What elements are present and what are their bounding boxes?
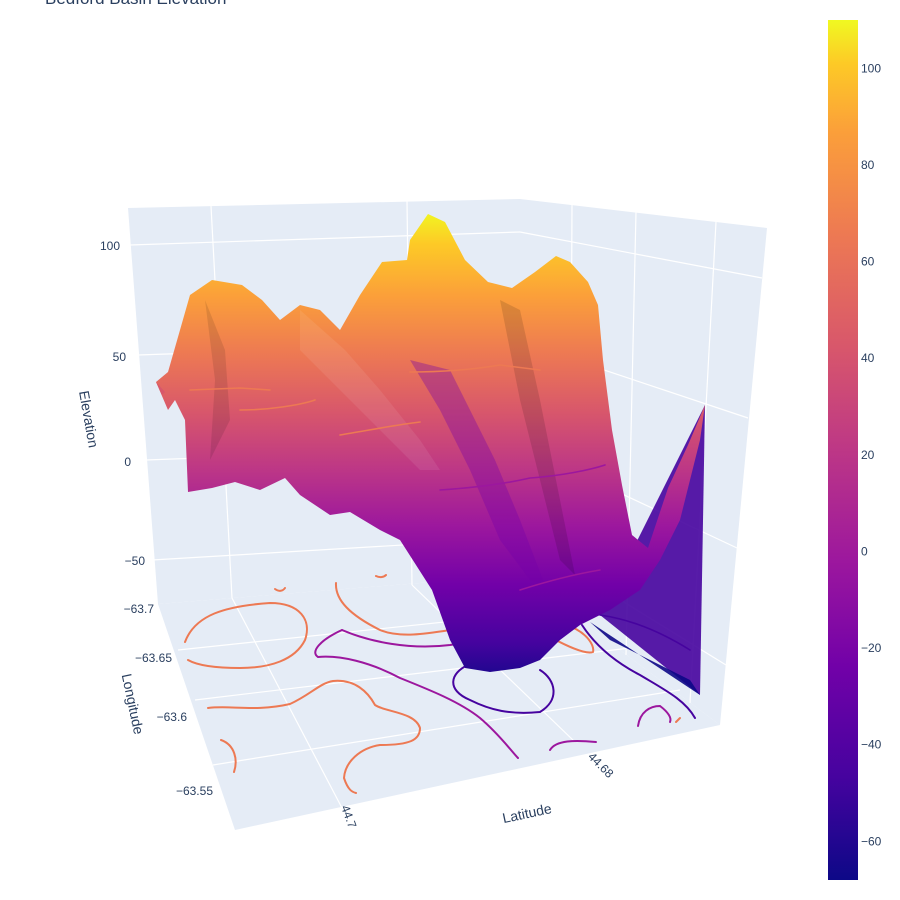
y-tick-label: −63.6 [157,710,188,724]
contour-line [274,587,286,592]
contour-line [675,717,681,723]
contour-line [452,664,555,714]
surface-side-wall-lower [590,622,700,695]
contour-line [207,679,422,794]
surface-contour [519,569,601,591]
surface-contour [599,614,691,651]
surface-contour [439,464,606,491]
y-tick-label: −63.65 [135,651,172,665]
colorbar-tick-label: 0 [861,545,868,559]
contour-line [581,624,696,719]
surface-contour [339,421,421,436]
x-tick-label: 44.7 [338,803,359,830]
colorbar-tick-label: 40 [861,351,875,365]
x-axis-title: Latitude [501,800,553,826]
y-tick-label: −63.7 [124,602,155,616]
surface-fold [300,310,440,470]
z-tick-label: 0 [124,455,131,469]
z-axis-title: Elevation [76,389,102,448]
x-tick-label: 44.68 [585,750,616,781]
surface-fold [500,300,575,575]
z-axis-ticks: 100 50 0 −50 [100,239,145,568]
surface-contour [239,399,316,411]
z-tick-label: 100 [100,239,120,253]
surface-contour [409,364,541,373]
y-axis-ticks: −63.7 −63.65 −63.6 −63.55 [124,602,214,798]
elevation-surface[interactable] [156,214,705,695]
contour-line [184,601,308,670]
colorbar-tick-label: 80 [861,158,875,172]
contour-line [334,582,451,636]
colorbar-tick-label: 100 [861,61,881,75]
contour-line [637,704,672,727]
contour-line [220,739,237,773]
surface-fold [410,360,545,585]
colorbar-tick-label: 20 [861,448,875,462]
z-tick-label: −50 [125,554,146,568]
surface-edge-spike [156,382,165,395]
colorbar-tick-label: −20 [861,641,882,655]
y-tick-label: −63.55 [176,784,213,798]
contour-line [549,624,595,654]
colorbar-tick-label: 60 [861,255,875,269]
contour-line [549,740,597,751]
surface-contour [189,387,271,391]
colorbar: 100 80 60 40 20 0 −20 −40 −60 [828,20,882,880]
colorbar-gradient [828,20,858,880]
y-axis-title: Longitude [119,672,147,736]
surface-fold [205,300,230,460]
contour-line [375,574,387,579]
colorbar-tick-label: −40 [861,738,882,752]
chart-title: Bedford Basin Elevation [45,0,226,8]
floor-pane [158,575,720,830]
surface-body [156,214,705,672]
contour-line [314,629,519,759]
colorbar-tick-label: −60 [861,834,882,848]
z-tick-label: 50 [113,350,127,364]
